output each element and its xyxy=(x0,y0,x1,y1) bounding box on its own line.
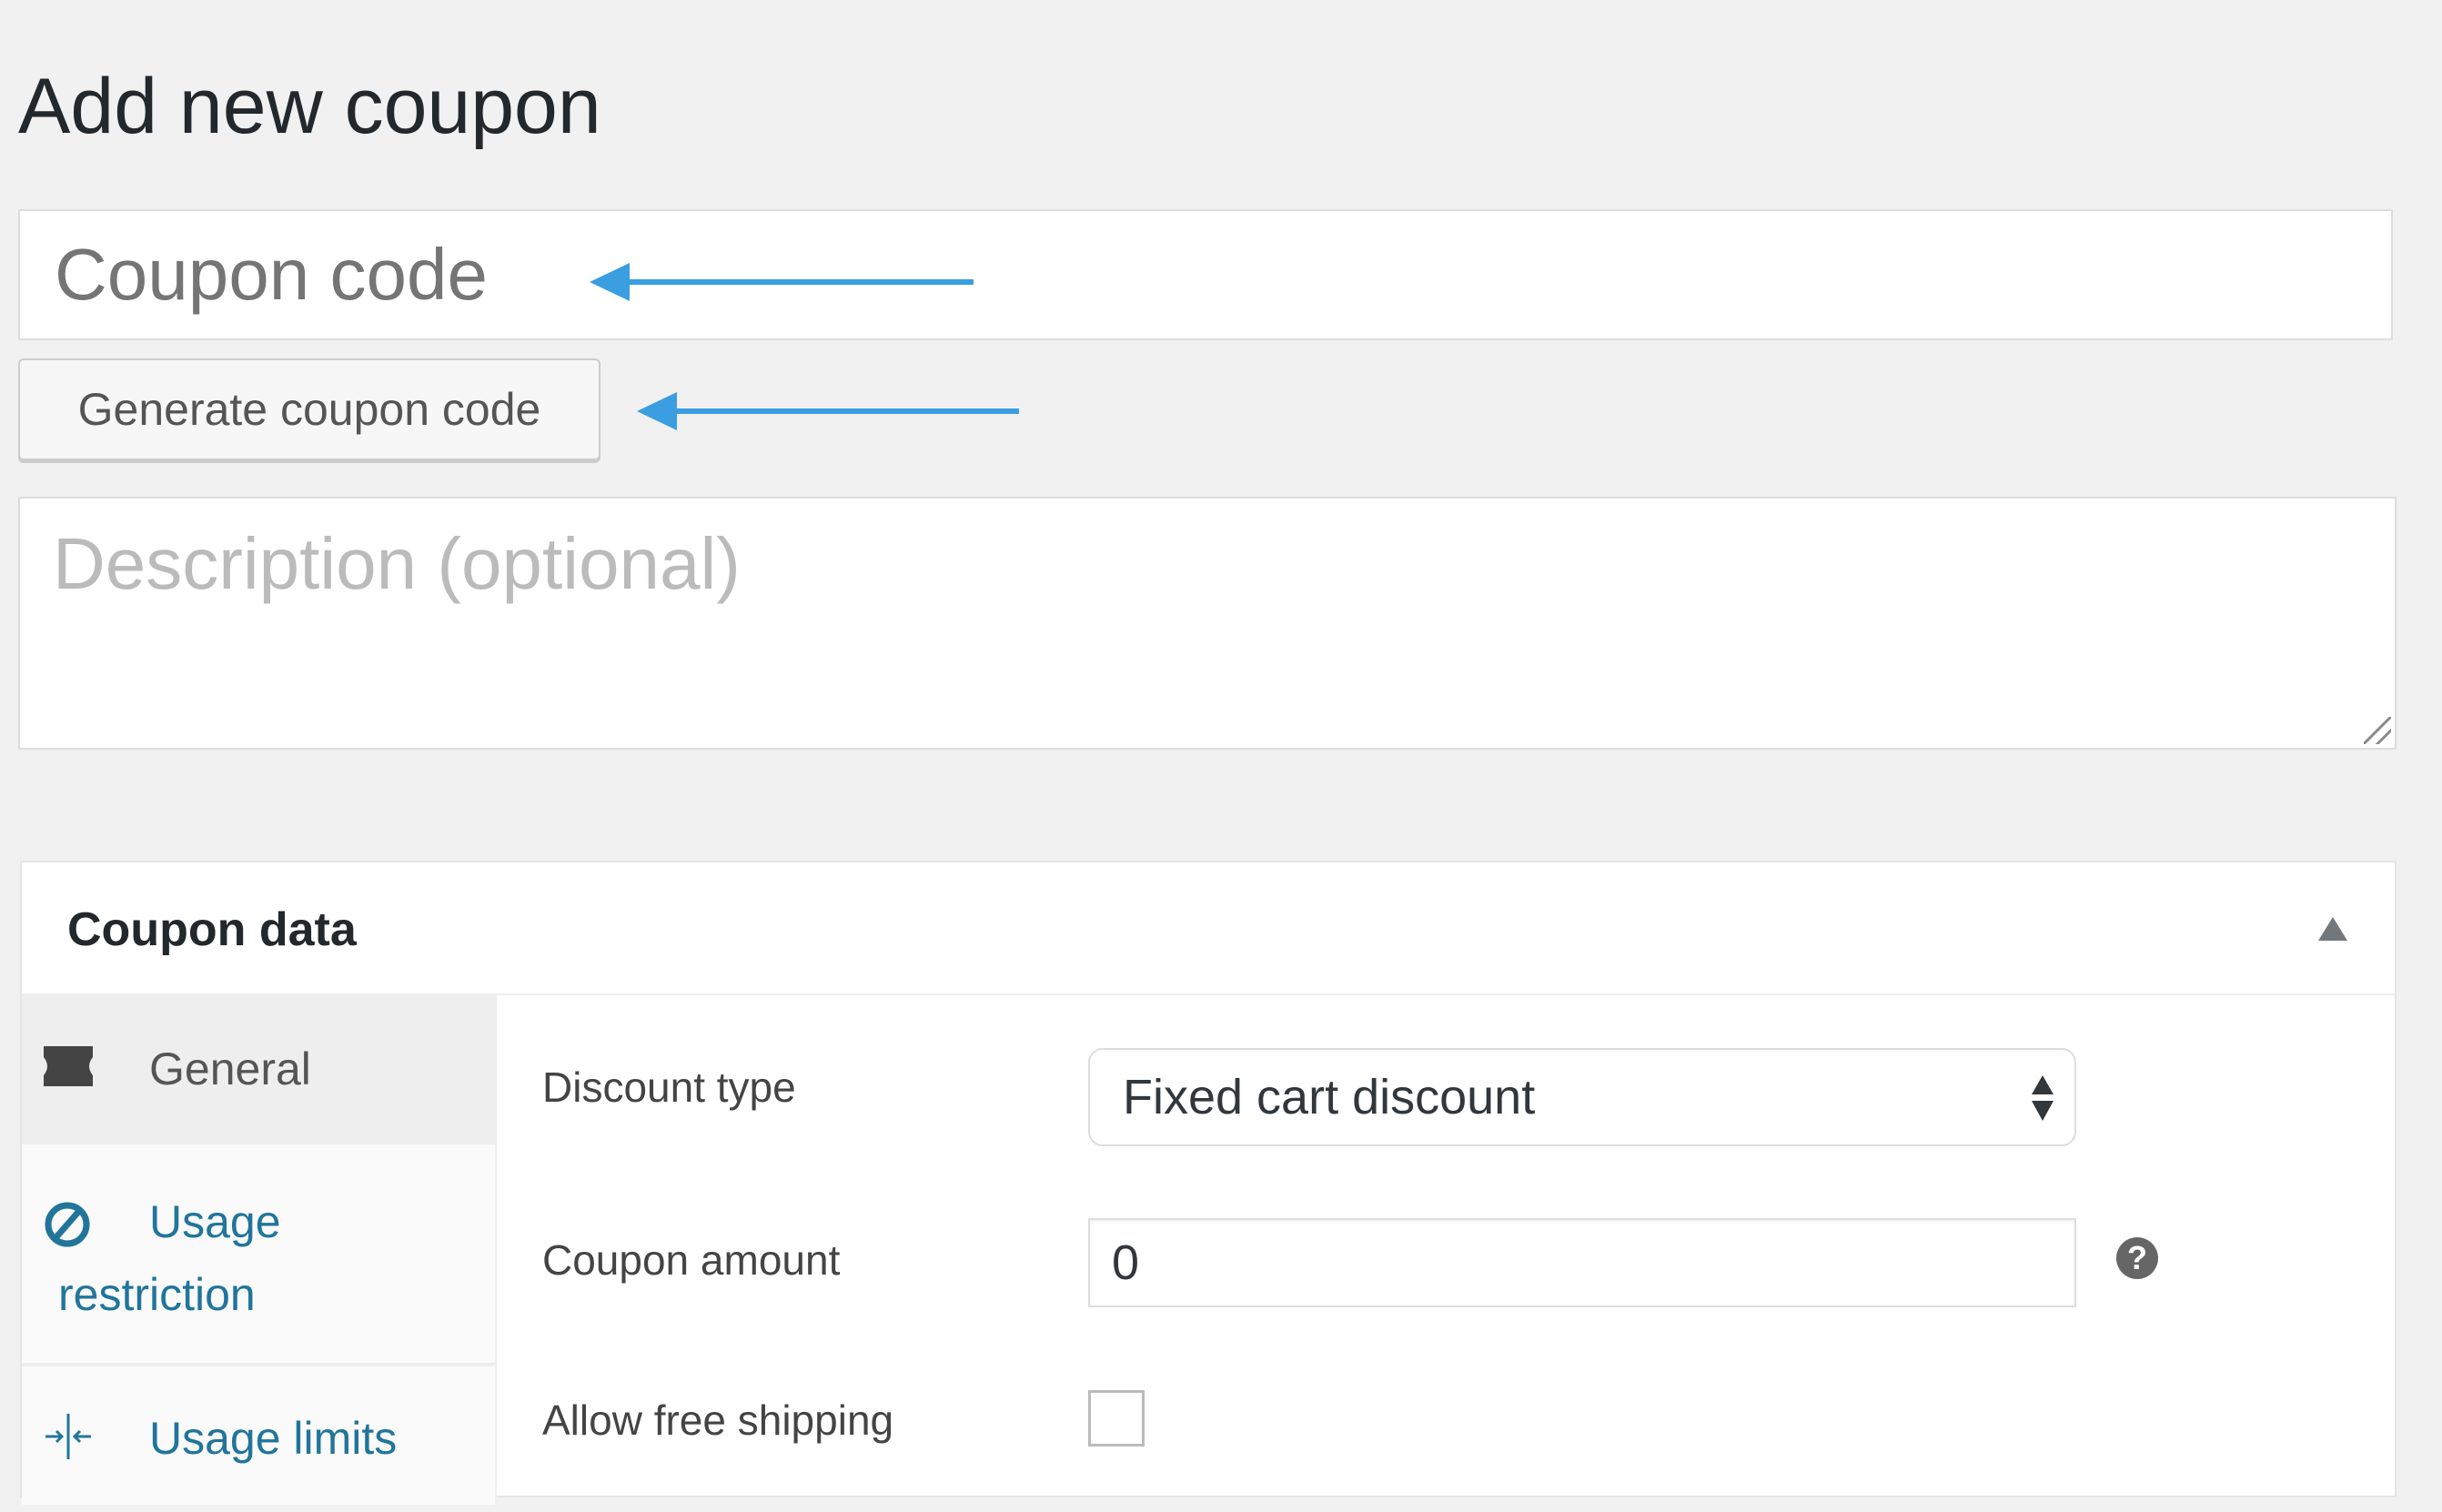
tab-usage-limits[interactable]: Usage limits xyxy=(22,1366,495,1512)
coupon-amount-input[interactable]: 0 xyxy=(1088,1218,2076,1307)
annotation-arrow xyxy=(637,392,1019,430)
generate-coupon-code-button[interactable]: Generate coupon code xyxy=(18,358,600,460)
tab-label-line1: Usage xyxy=(149,1196,281,1247)
select-arrows-icon xyxy=(2032,1075,2054,1121)
free-shipping-label: Allow free shipping xyxy=(542,1396,894,1444)
discount-type-value: Fixed cart discount xyxy=(1123,1070,1536,1124)
resize-handle-icon[interactable] xyxy=(2364,717,2391,744)
panel-header[interactable]: Coupon data xyxy=(22,862,2395,995)
no-entry-icon xyxy=(45,1202,90,1247)
page-title: Add new coupon xyxy=(18,63,601,150)
coupon-data-tabs: General Usage restriction Usage limits xyxy=(22,995,497,1505)
annotation-arrow xyxy=(590,263,974,301)
collapse-toggle-icon[interactable] xyxy=(2318,917,2347,941)
tab-general[interactable]: General xyxy=(22,995,495,1144)
help-icon[interactable]: ? xyxy=(2116,1237,2158,1279)
description-placeholder: Description (optional) xyxy=(53,523,741,604)
limits-icon xyxy=(45,1414,91,1459)
discount-type-select[interactable]: Fixed cart discount xyxy=(1088,1048,2076,1146)
description-textarea[interactable]: Description (optional) xyxy=(18,497,2397,750)
panel-title: Coupon data xyxy=(67,903,357,956)
ticket-icon xyxy=(44,1046,93,1086)
coupon-code-input[interactable] xyxy=(18,209,2393,340)
free-shipping-checkbox[interactable] xyxy=(1088,1390,1145,1446)
tab-label-line2: restriction xyxy=(58,1269,256,1320)
tab-label: Usage limits xyxy=(149,1413,398,1464)
discount-type-label: Discount type xyxy=(542,1063,796,1111)
coupon-amount-label: Coupon amount xyxy=(542,1236,841,1284)
coupon-data-panel: Coupon data General Usage restriction Us… xyxy=(20,861,2397,1505)
tab-usage-restriction[interactable]: Usage restriction xyxy=(22,1144,495,1366)
tab-label: General xyxy=(149,1043,311,1094)
